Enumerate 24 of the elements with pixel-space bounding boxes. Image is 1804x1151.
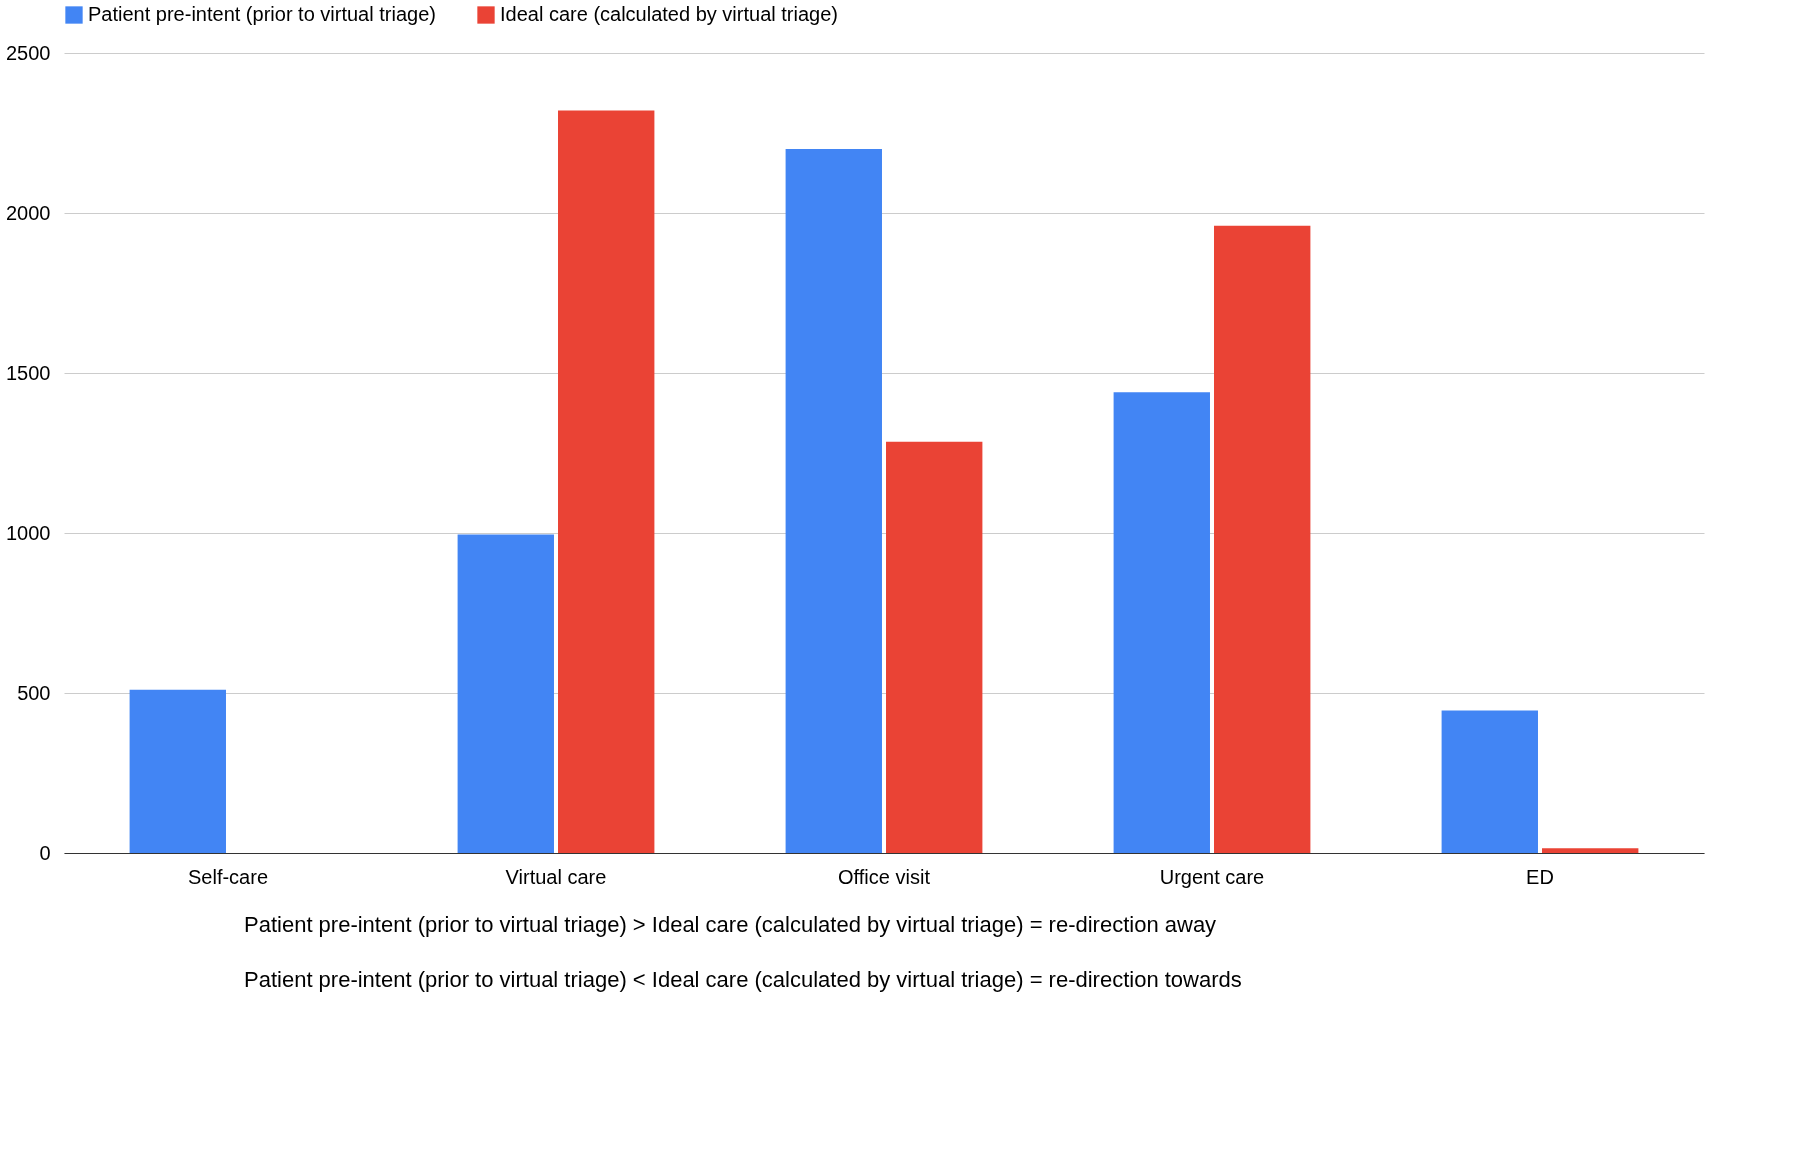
bar [457,534,554,853]
y-tick-label: 2000 [6,201,51,224]
legend-label: Patient pre-intent (prior to virtual triage) [88,3,436,25]
bar [886,441,983,853]
y-tick-label: 1000 [6,521,51,544]
x-tick-label: Self-care [187,865,269,888]
x-tick-label: ED [1526,865,1554,888]
text: Patient pre-intent (prior to virtual triage) > Ideal care (calculated by virtual triage) = re-direction away [244,911,1217,937]
y-tick-label: 2500 [6,41,51,64]
bar [558,110,655,853]
x-tick-label: Virtual care [505,865,607,888]
y-tick-label: 1500 [6,361,51,384]
text: Patient pre-intent (prior to virtual triage) < Ideal care (calculated by virtual triage) = re-direction towards [244,966,1242,992]
bar [129,689,226,853]
y-tick-label: 0 [39,841,51,864]
bar [1214,225,1311,853]
legend-label: Ideal care (calculated by virtual triage) [500,3,838,25]
x-tick-label: Office visit [838,865,931,888]
bar [1542,848,1639,853]
x-tick-label: Urgent care [1159,865,1265,888]
bar [1113,392,1210,853]
bar [785,149,882,853]
y-tick-label: 500 [17,681,51,704]
bar [1441,710,1538,853]
